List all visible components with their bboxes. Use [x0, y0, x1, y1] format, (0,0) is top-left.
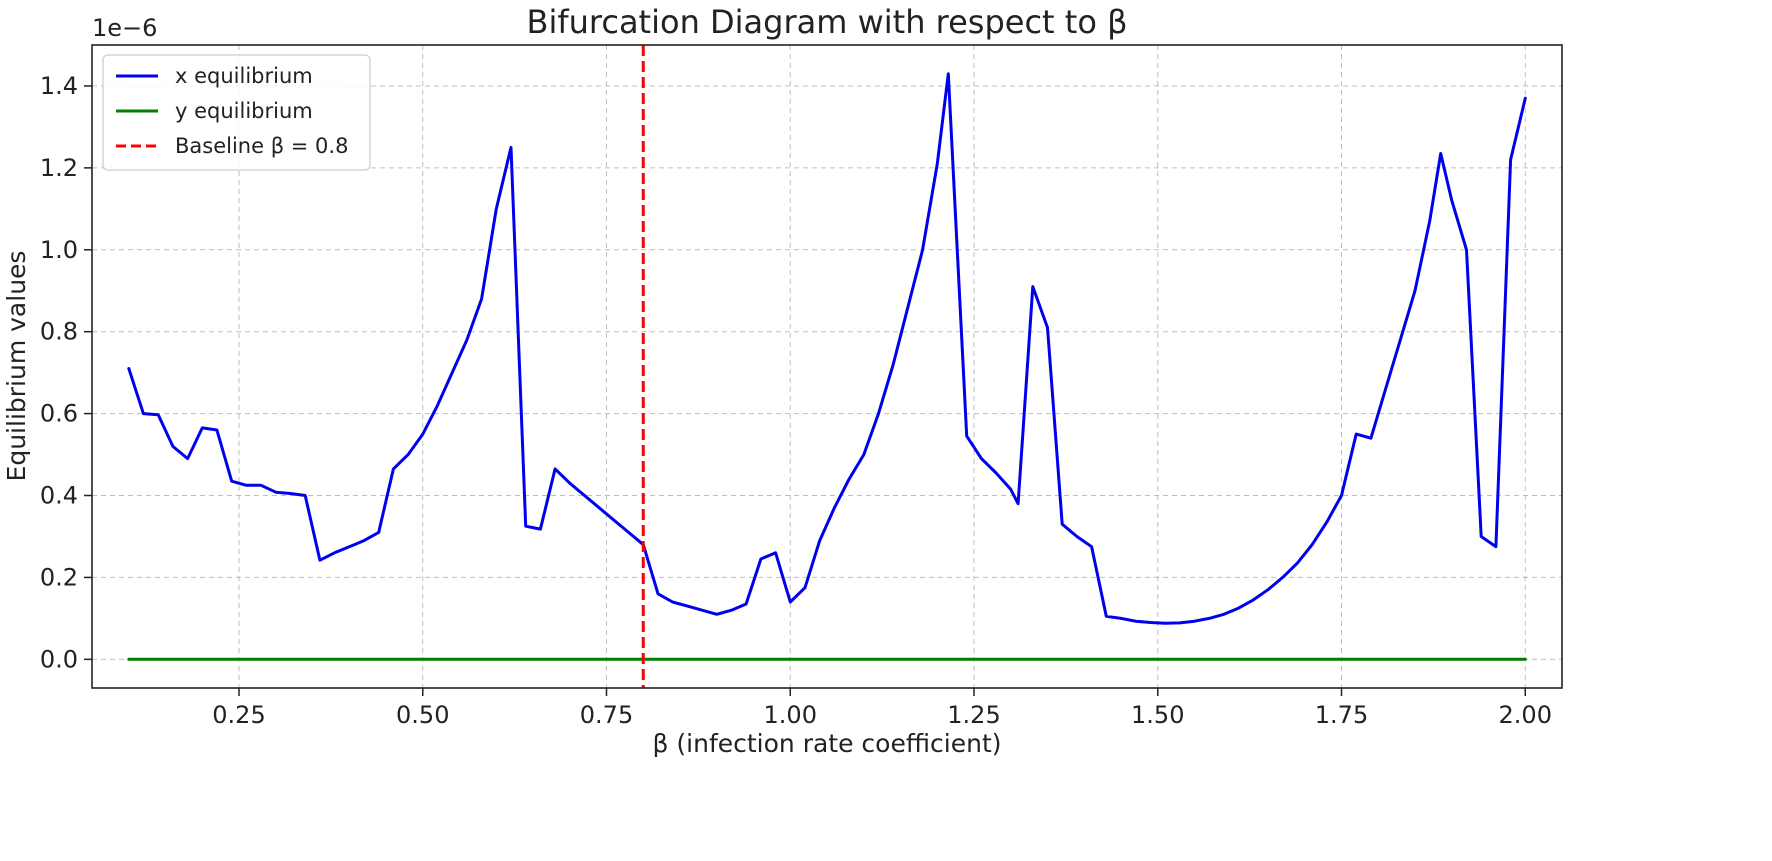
legend-label-series-0: x equilibrium [175, 64, 313, 88]
chart-title: Bifurcation Diagram with respect to β [527, 3, 1128, 41]
y-tick-label: 1.0 [40, 236, 78, 264]
y-offset-label: 1e−6 [92, 14, 157, 42]
x-tick-label: 1.50 [1131, 701, 1184, 729]
legend-label-baseline: Baseline β = 0.8 [175, 134, 348, 158]
plot-area [127, 45, 1527, 688]
y-axis-label: Equilibrium values [2, 251, 31, 482]
legend-label-series-1: y equilibrium [175, 99, 313, 123]
y-tick-label: 0.6 [40, 400, 78, 428]
y-tick-label: 1.4 [40, 72, 78, 100]
series-line-x-equilibrium [127, 72, 1527, 625]
x-axis-ticks: 0.25 0.50 0.75 1.00 1.25 1.50 1.75 2.00 [212, 688, 1552, 729]
x-tick-label: 1.00 [764, 701, 817, 729]
x-tick-label: 0.75 [580, 701, 633, 729]
y-tick-label: 1.2 [40, 154, 78, 182]
y-tick-label: 0.4 [40, 482, 78, 510]
x-tick-label: 0.50 [396, 701, 449, 729]
y-axis-ticks: 0.0 0.2 0.4 0.6 0.8 1.0 1.2 1.4 [40, 72, 92, 673]
axes-frame [91, 44, 1563, 689]
y-tick-label: 0.8 [40, 318, 78, 346]
y-tick-label: 0.0 [40, 645, 78, 673]
series-layer [127, 72, 1527, 661]
x-tick-label: 1.25 [947, 701, 1000, 729]
x-axis-label: β (infection rate coefficient) [653, 729, 1002, 758]
legend: x equilibrium y equilibrium Baseline β = 0… [102, 54, 371, 171]
legend-box [102, 54, 371, 171]
y-tick-label: 0.2 [40, 563, 78, 591]
x-tick-label: 2.00 [1499, 701, 1552, 729]
x-tick-label: 1.75 [1315, 701, 1368, 729]
x-tick-label: 0.25 [212, 701, 265, 729]
